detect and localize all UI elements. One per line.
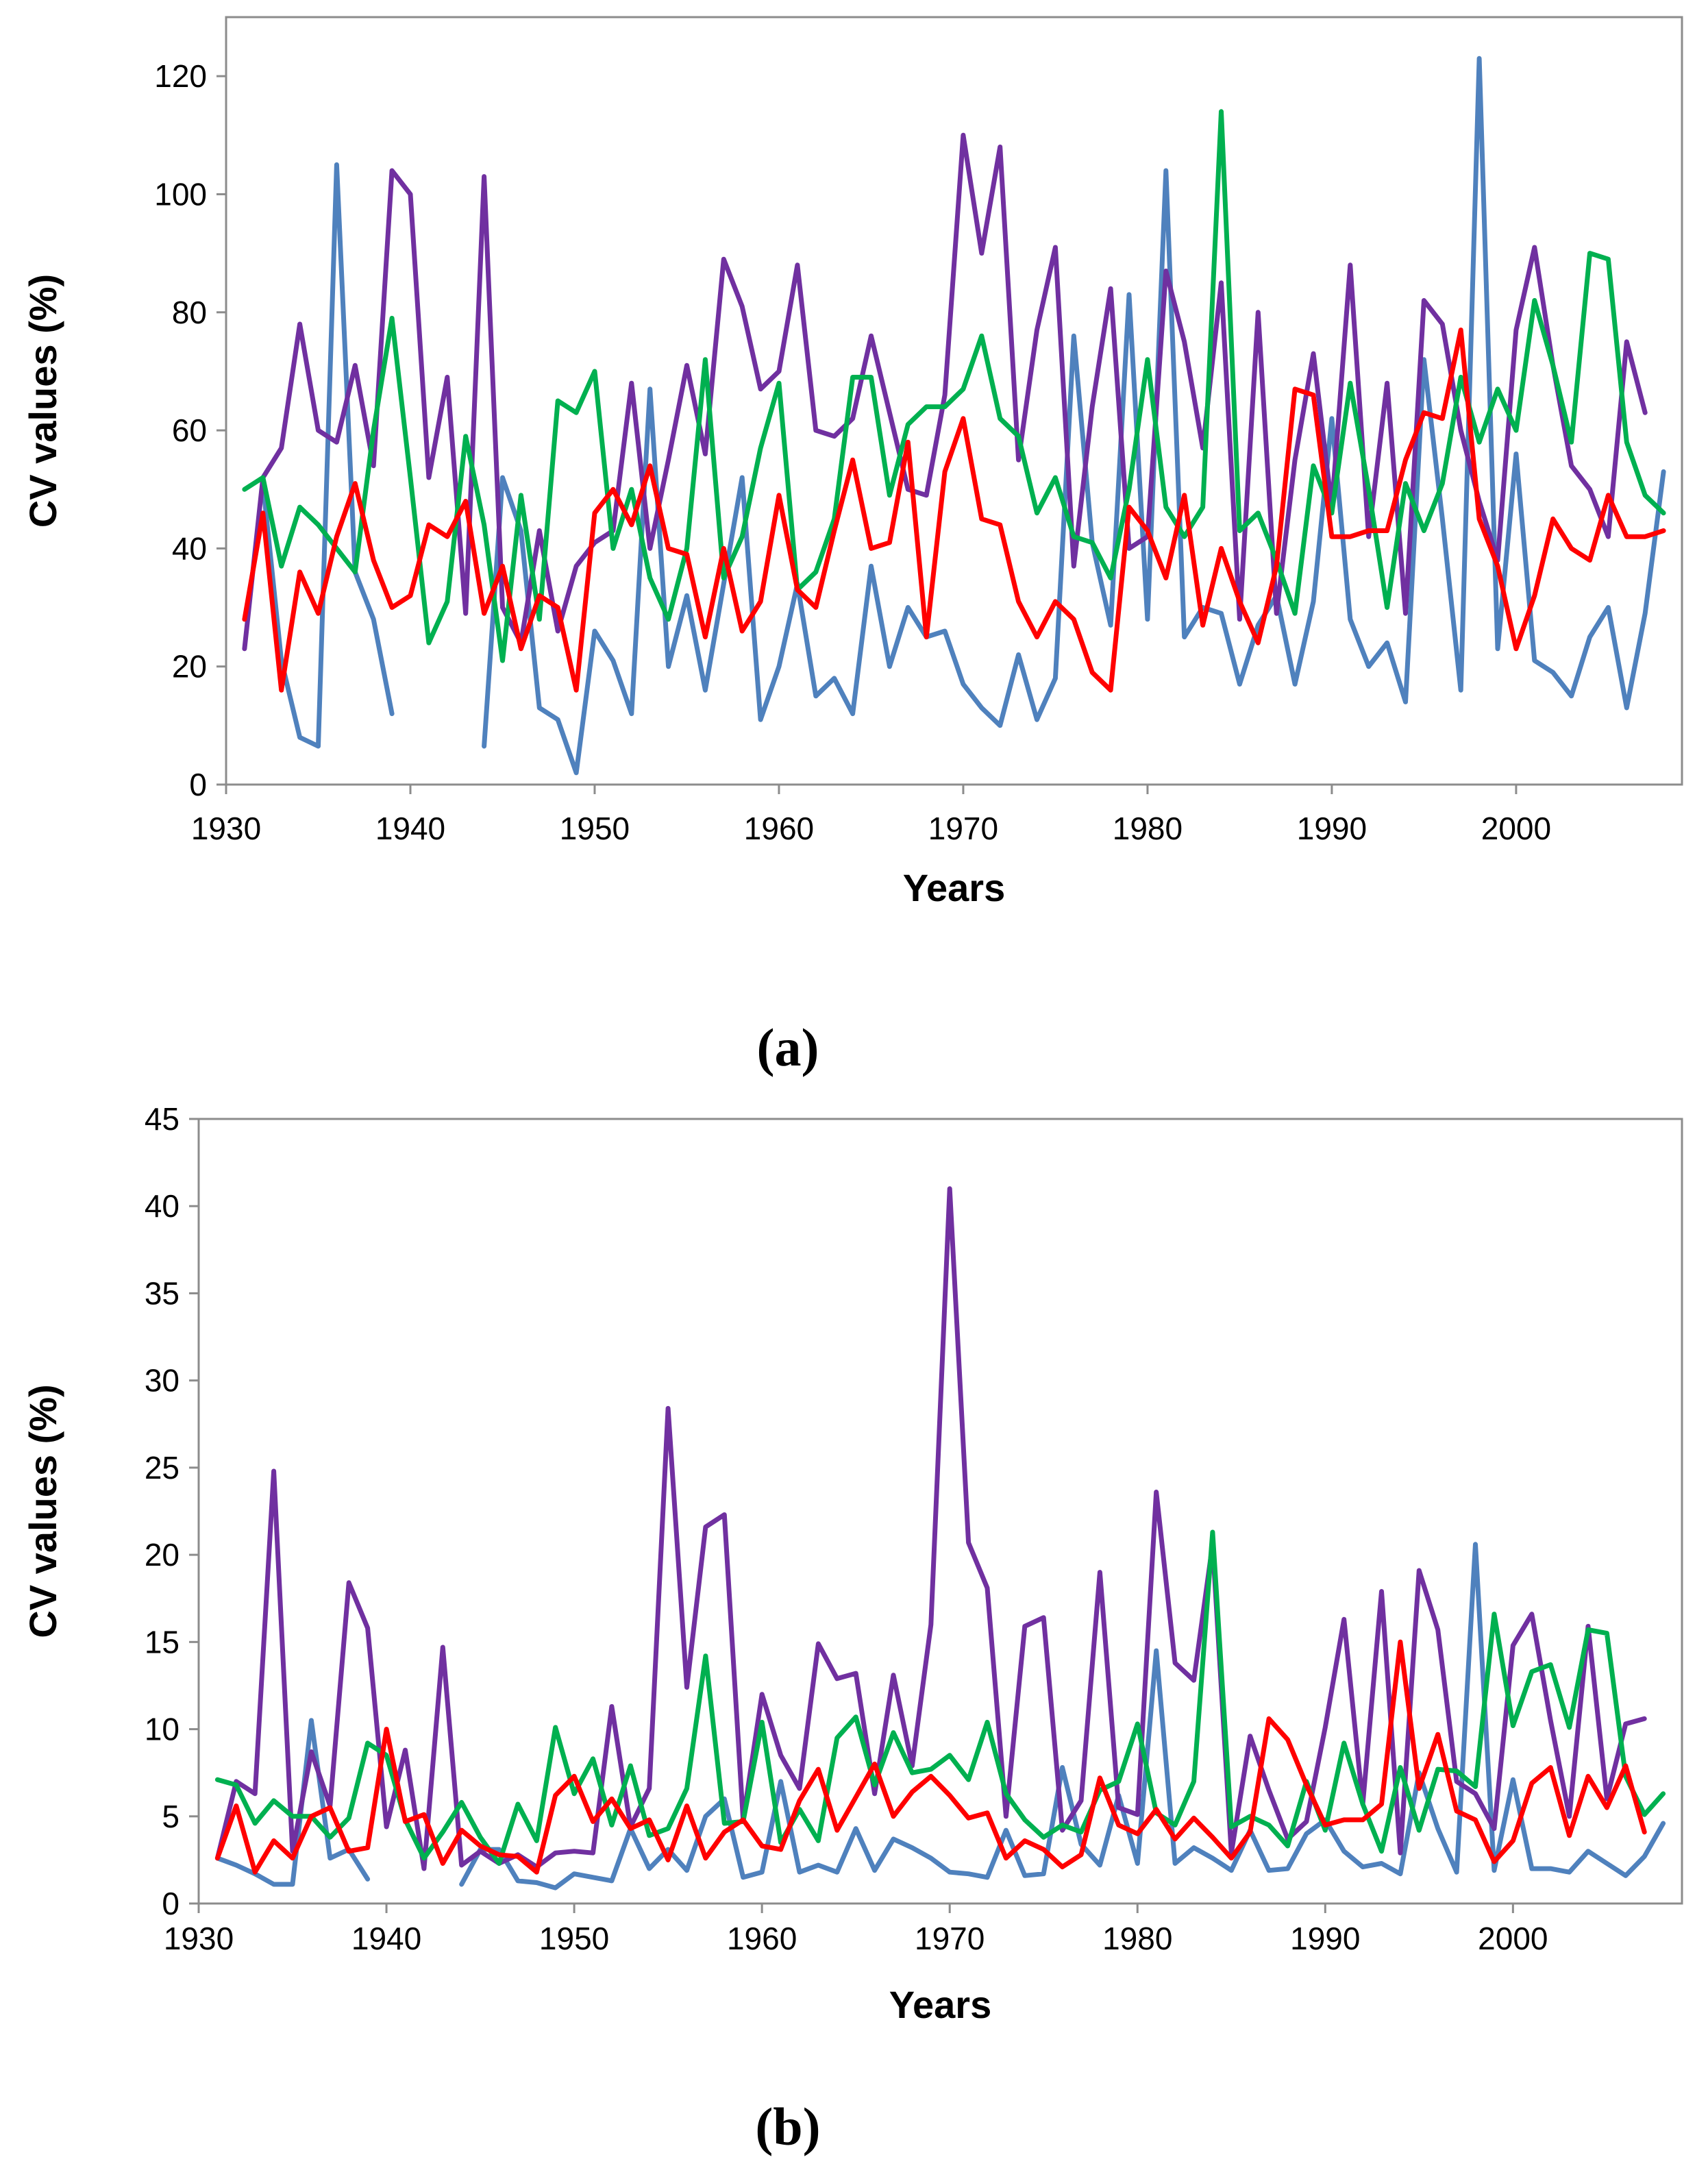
- series-green: [214, 1529, 1666, 1866]
- y-axis-title: CV values (%): [21, 1384, 64, 1638]
- series-blue: [214, 1542, 1666, 1890]
- series-red: [242, 328, 1666, 693]
- series-line-blue: [459, 1542, 1666, 1890]
- series-line-purple: [242, 132, 1648, 652]
- x-tick-label: 1960: [727, 1921, 797, 1956]
- x-tick-label: 1970: [928, 811, 998, 846]
- y-tick-label: 100: [154, 176, 207, 212]
- x-tick-label: 2000: [1481, 811, 1551, 846]
- x-axis-title: Years: [889, 1983, 992, 2026]
- x-tick-label: 1940: [351, 1921, 421, 1956]
- series-purple: [242, 132, 1648, 652]
- chart-panel-a: 0 20 40 60 80 100 120 1930 1940 1950 1960 1970 1980 1…: [21, 16, 1683, 1077]
- plot-area: [197, 1118, 1683, 1905]
- plot-area: [225, 16, 1683, 786]
- y-axis-title: CV values (%): [21, 274, 64, 528]
- y-tick-label: 0: [162, 1886, 180, 1921]
- series-line-purple: [214, 1186, 1647, 1871]
- y-tick-label: 0: [189, 767, 207, 802]
- series-line-red: [242, 328, 1666, 693]
- x-tick-label: 1970: [915, 1921, 985, 1956]
- x-tick-label: 1950: [539, 1921, 609, 1956]
- y-tick-label: 60: [172, 412, 207, 448]
- x-tick-label: 1980: [1102, 1921, 1172, 1956]
- y-tick-label: 15: [145, 1624, 180, 1660]
- series-line-blue: [214, 1718, 371, 1887]
- y-tick-label: 40: [172, 530, 207, 566]
- y-tick-label: 35: [145, 1275, 180, 1311]
- y-tick-label: 10: [145, 1712, 180, 1747]
- x-axis-title: Years: [903, 866, 1006, 909]
- y-tick-label: 120: [154, 58, 207, 94]
- y-tick-label: 20: [172, 649, 207, 685]
- chart-panel-b: 0 5 10 15 20 25 30 35 40 45 1930 1940 1950 1960 1970 19…: [21, 1101, 1683, 2156]
- y-tick-label: 80: [172, 295, 207, 330]
- y-tick-label: 5: [162, 1799, 180, 1834]
- x-tick-label: 1980: [1113, 811, 1183, 846]
- y-tick-label: 45: [145, 1101, 180, 1137]
- panel-label: (b): [755, 2097, 820, 2156]
- y-tick-label: 25: [145, 1450, 180, 1486]
- series-line-red: [214, 1639, 1647, 1875]
- series-line-green: [214, 1529, 1666, 1866]
- x-tick-label: 1930: [191, 811, 261, 846]
- panel-label: (a): [757, 1018, 819, 1077]
- x-tick-label: 1990: [1297, 811, 1367, 846]
- series-line-green: [242, 109, 1666, 663]
- y-tick-label: 20: [145, 1537, 180, 1573]
- x-tick-label: 2000: [1478, 1921, 1548, 1956]
- series-purple: [214, 1186, 1647, 1871]
- series-red: [214, 1639, 1647, 1875]
- series-line-blue: [482, 56, 1666, 776]
- series-green: [242, 109, 1666, 663]
- y-tick-label: 40: [145, 1188, 180, 1224]
- x-tick-label: 1950: [560, 811, 630, 846]
- x-tick-label: 1930: [164, 1921, 234, 1956]
- x-tick-label: 1940: [375, 811, 445, 846]
- x-tick-label: 1990: [1290, 1921, 1360, 1956]
- y-tick-label: 30: [145, 1363, 180, 1399]
- x-tick-label: 1960: [744, 811, 814, 846]
